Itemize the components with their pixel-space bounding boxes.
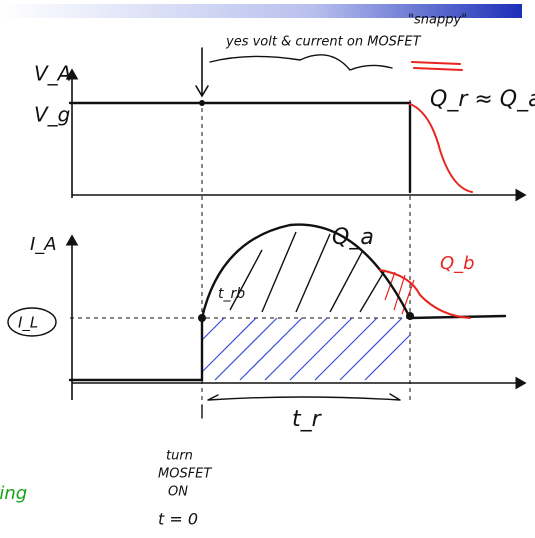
label: V_A [34, 62, 71, 86]
voltage-tail [410, 104, 472, 192]
point [198, 314, 206, 322]
label: t_rb [218, 286, 245, 302]
annotation: Q_r ≈ Q_a [430, 87, 535, 112]
diagram: V_A V_g I_A I_L yes volt & current on MO… [0, 0, 535, 538]
label: t_r [292, 407, 323, 432]
label: I_L [18, 314, 38, 333]
point [406, 312, 414, 320]
underline [412, 62, 462, 70]
annotation: yes volt & current on MOSFET [225, 35, 422, 50]
label: Q_b [440, 253, 475, 274]
label: I_A [30, 234, 57, 255]
brace [210, 55, 392, 70]
voltage-curve [70, 103, 410, 192]
annotation: turn [166, 449, 193, 464]
annotation: t = 0 [158, 510, 198, 529]
hatch [202, 318, 410, 380]
annotation: ON [168, 485, 188, 500]
label: Q_a [332, 225, 374, 250]
annotation: ring [0, 483, 27, 504]
annotation: "snappy" [408, 13, 467, 28]
span-arrow [208, 394, 400, 400]
arrow [196, 48, 208, 96]
label: V_g [34, 103, 70, 127]
annotation: MOSFET [158, 467, 212, 482]
point [199, 100, 205, 106]
